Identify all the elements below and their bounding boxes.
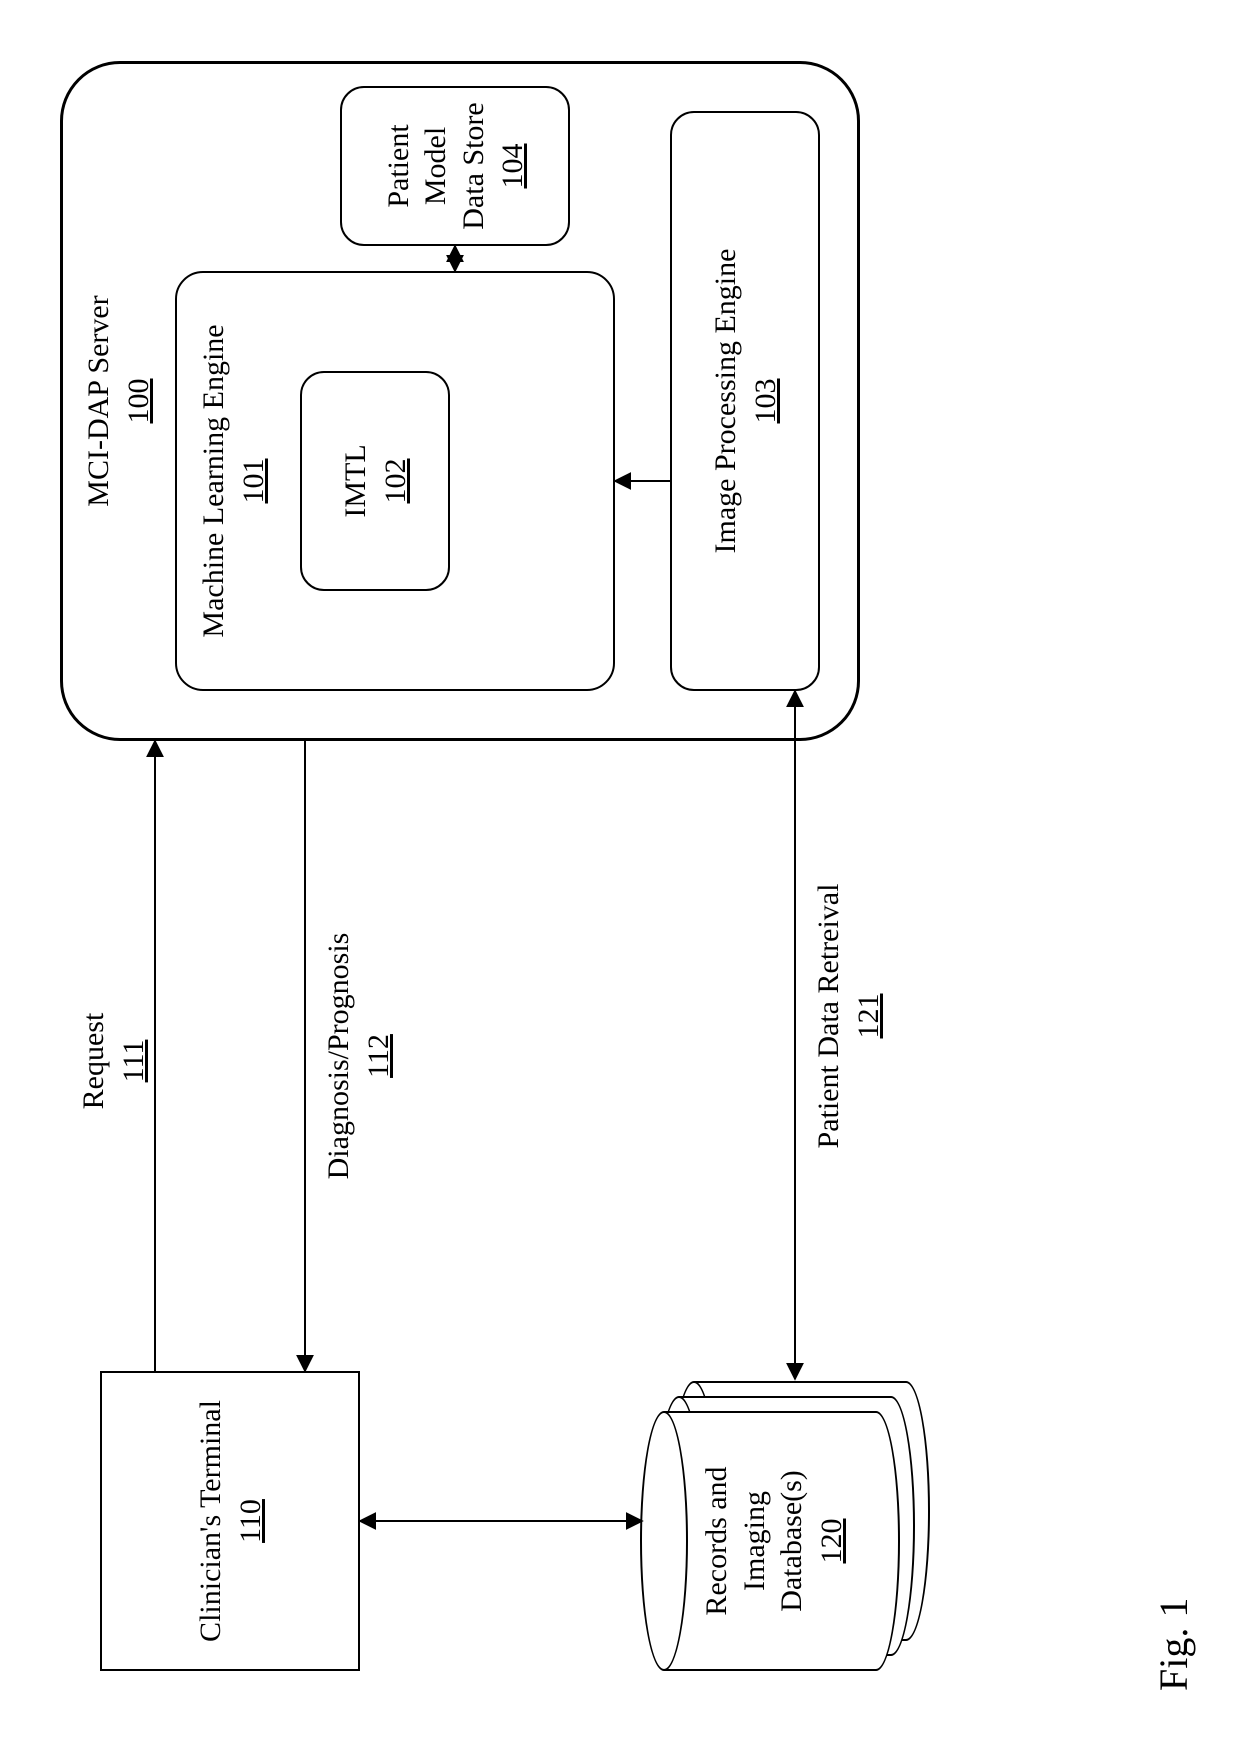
server-ref: 100 bbox=[122, 61, 156, 741]
retrieval-text: Patient Data Retreival bbox=[810, 841, 848, 1191]
database-cylinder-front: Records and Imaging Database(s) 120 bbox=[640, 1411, 900, 1671]
edge-label-diagnosis: Diagnosis/Prognosis 112 bbox=[320, 881, 396, 1231]
edge-label-retrieval: Patient Data Retreival 121 bbox=[810, 841, 886, 1191]
pmds-label1: Patient Model bbox=[380, 88, 455, 244]
request-text: Request bbox=[75, 931, 113, 1191]
database-ref: 120 bbox=[815, 1411, 849, 1671]
ml-engine-ref: 101 bbox=[237, 271, 271, 691]
pmds-ref: 104 bbox=[496, 144, 530, 189]
ml-engine-title: Machine Learning Engine 101 bbox=[195, 271, 271, 691]
img-engine-label: Image Processing Engine bbox=[707, 249, 745, 554]
server-title: MCI-DAP Server 100 bbox=[80, 61, 156, 741]
terminal-box: Clinician's Terminal 110 bbox=[100, 1371, 360, 1671]
img-engine-box: Image Processing Engine 103 bbox=[670, 111, 820, 691]
database-stack: Records and Imaging Database(s) 120 bbox=[640, 1371, 940, 1671]
pmds-label2: Data Store bbox=[455, 102, 493, 229]
figure-caption: Fig. 1 bbox=[1150, 1598, 1197, 1691]
diagram-canvas: MCI-DAP Server 100 Machine Learning Engi… bbox=[0, 0, 1240, 1751]
edge-label-request: Request 111 bbox=[75, 931, 151, 1191]
img-engine-ref: 103 bbox=[749, 379, 783, 424]
imtl-box: IMTL 102 bbox=[300, 371, 450, 591]
database-label3: Database(s) bbox=[773, 1411, 811, 1671]
server-label: MCI-DAP Server bbox=[80, 61, 118, 741]
pmds-box: Patient Model Data Store 104 bbox=[340, 86, 570, 246]
retrieval-ref: 121 bbox=[852, 841, 886, 1191]
ml-engine-label: Machine Learning Engine bbox=[195, 271, 233, 691]
imtl-label: IMTL bbox=[337, 444, 375, 517]
diagnosis-ref: 112 bbox=[362, 881, 396, 1231]
terminal-ref: 110 bbox=[234, 1499, 268, 1543]
database-label1: Records and bbox=[698, 1411, 736, 1671]
imtl-ref: 102 bbox=[379, 459, 413, 504]
terminal-label: Clinician's Terminal bbox=[192, 1400, 230, 1642]
diagnosis-text: Diagnosis/Prognosis bbox=[320, 881, 358, 1231]
database-label2: Imaging bbox=[736, 1411, 774, 1671]
request-ref: 111 bbox=[117, 931, 151, 1191]
